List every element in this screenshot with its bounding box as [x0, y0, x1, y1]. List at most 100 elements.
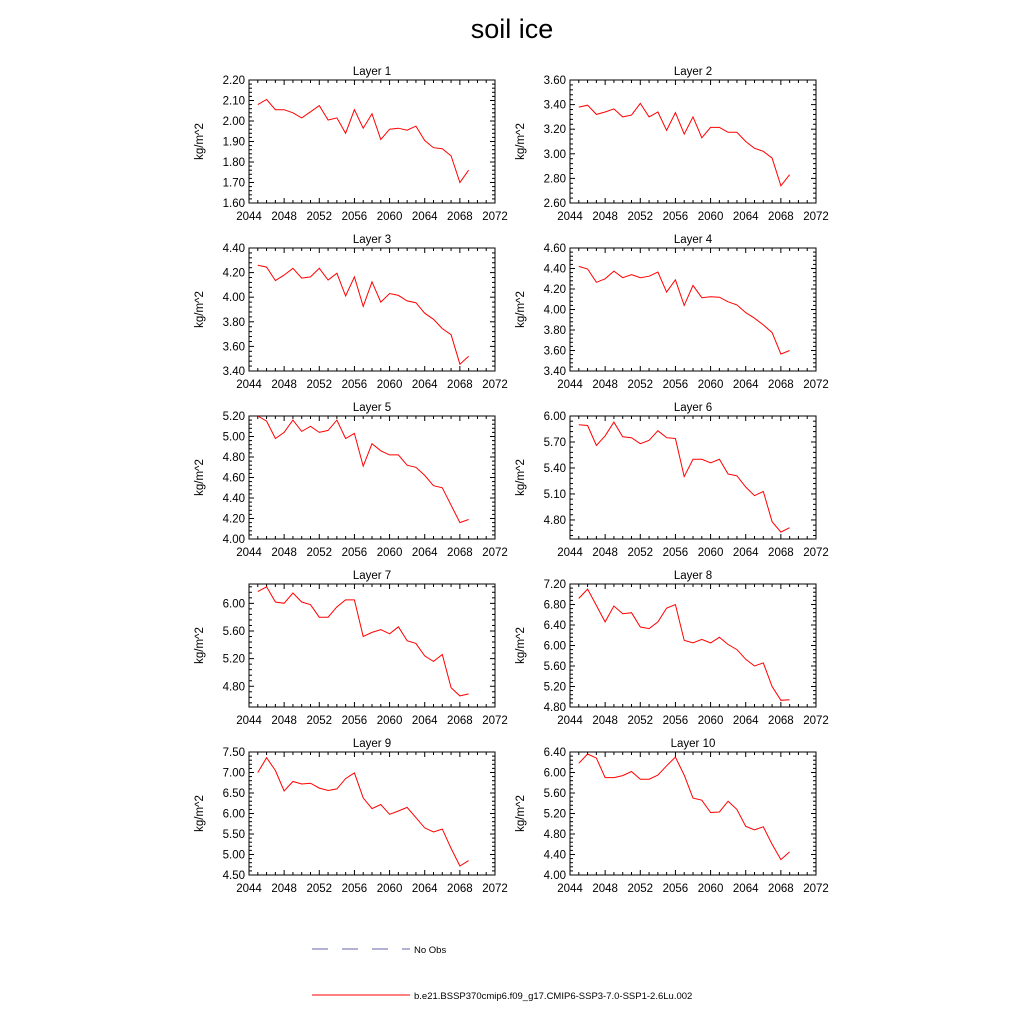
panel-9: Layer 9 kg/m^2 2044 2048 2052 2056 2060 2064 206…	[194, 738, 508, 895]
plot-frame	[248, 79, 496, 204]
y-tick-label: 3.20	[544, 124, 566, 136]
x-tick-label: 2064	[733, 211, 759, 223]
x-tick-label: 2068	[447, 547, 473, 559]
x-tick-label: 2060	[377, 715, 403, 727]
panel-title: Layer 4	[674, 234, 713, 246]
x-tick-label: 2048	[592, 547, 618, 559]
y-axis-label: kg/m^2	[194, 291, 206, 328]
series-line	[257, 756, 469, 867]
x-tick-label: 2072	[482, 883, 508, 895]
x-tick-label: 2060	[377, 379, 403, 391]
x-tick-label: 2056	[663, 883, 689, 895]
series-line	[257, 98, 470, 184]
y-axis-label: kg/m^2	[194, 459, 206, 496]
x-tick-label: 2064	[412, 883, 438, 895]
x-tick-label: 2064	[412, 715, 438, 727]
panel-5: Layer 5 kg/m^2 2044 2048 2052 2056 2060 2064 206…	[194, 402, 508, 559]
x-tick-label: 2072	[482, 547, 508, 559]
x-tick-label: 2068	[768, 715, 794, 727]
x-tick-label: 2068	[447, 211, 473, 223]
x-tick-label: 2044	[236, 379, 262, 391]
series-line	[257, 415, 469, 524]
panel-title: Layer 10	[671, 738, 716, 750]
plot-frame	[248, 751, 496, 876]
x-tick-label: 2048	[592, 379, 618, 391]
series-line	[578, 753, 790, 861]
x-tick-label: 2060	[698, 211, 724, 223]
x-tick-label: 2048	[592, 883, 618, 895]
y-tick-label: 6.80	[544, 600, 566, 612]
x-tick-label: 2056	[342, 715, 368, 727]
x-tick-label: 2056	[342, 211, 368, 223]
y-tick-label: 5.00	[223, 432, 245, 444]
legend-label-model: b.e21.BSSP370cmip6.f09_g17.CMIP6-SSP3-7.…	[414, 991, 692, 1002]
y-tick-label: 5.60	[223, 626, 245, 638]
page-title: soil ice	[470, 14, 554, 44]
panel-title: Layer 3	[353, 234, 391, 246]
y-tick-label: 4.00	[544, 305, 566, 317]
x-tick-label: 2056	[663, 715, 689, 727]
y-tick-label: 4.80	[544, 702, 566, 714]
y-tick-label: 3.40	[544, 100, 566, 112]
x-tick-label: 2072	[803, 547, 829, 559]
y-tick-label: 3.40	[544, 366, 566, 378]
x-tick-label: 2064	[733, 883, 759, 895]
y-tick-label: 4.80	[223, 452, 245, 464]
x-tick-label: 2068	[447, 379, 473, 391]
y-axis-label: kg/m^2	[515, 291, 527, 328]
x-tick-label: 2044	[557, 379, 583, 391]
x-tick-label: 2068	[768, 547, 794, 559]
series-line	[578, 265, 790, 355]
x-tick-label: 2072	[803, 211, 829, 223]
y-axis-label: kg/m^2	[515, 459, 527, 496]
panel-6: Layer 6 kg/m^2 2044 2048 2052 2056 2060 2064 206…	[515, 402, 829, 559]
y-axis-label: kg/m^2	[515, 627, 527, 664]
y-axis-label: kg/m^2	[515, 795, 527, 832]
y-tick-label: 1.60	[223, 198, 245, 210]
x-tick-label: 2072	[482, 715, 508, 727]
x-tick-label: 2060	[698, 883, 724, 895]
y-axis-label: kg/m^2	[194, 123, 206, 160]
x-tick-label: 2064	[412, 379, 438, 391]
plot-frame	[248, 247, 496, 372]
x-tick-label: 2056	[342, 547, 368, 559]
series-line	[578, 421, 790, 533]
x-tick-label: 2060	[698, 379, 724, 391]
panel-title: Layer 7	[353, 570, 391, 582]
x-tick-label: 2048	[271, 379, 297, 391]
panel-title: Layer 5	[353, 402, 391, 414]
y-tick-label: 6.00	[544, 768, 566, 780]
y-tick-label: 4.60	[223, 473, 245, 485]
x-tick-label: 2056	[342, 379, 368, 391]
y-tick-label: 4.00	[223, 534, 245, 546]
y-tick-label: 3.60	[223, 341, 245, 353]
y-tick-label: 5.20	[544, 682, 566, 694]
x-tick-label: 2064	[412, 211, 438, 223]
y-tick-label: 4.80	[544, 515, 566, 527]
y-tick-label: 5.00	[223, 850, 245, 862]
x-tick-label: 2056	[663, 379, 689, 391]
y-tick-label: 6.00	[544, 641, 566, 653]
panel-2: Layer 2 kg/m^2 2044 2048 2052 2056 2060 2064 206…	[515, 66, 829, 223]
y-tick-label: 4.20	[223, 514, 245, 526]
x-tick-label: 2060	[377, 211, 403, 223]
y-tick-label: 3.00	[544, 149, 566, 161]
panel-8: Layer 8 kg/m^2 2044 2048 2052 2056 2060 2064 206…	[515, 570, 829, 727]
x-tick-label: 2056	[663, 211, 689, 223]
x-tick-label: 2060	[377, 883, 403, 895]
x-tick-label: 2048	[592, 715, 618, 727]
x-tick-label: 2052	[627, 547, 653, 559]
x-tick-label: 2044	[236, 547, 262, 559]
panel-1: Layer 1 kg/m^2 2044 2048 2052 2056 2060 2064 206…	[194, 66, 508, 223]
y-tick-label: 6.40	[544, 620, 566, 632]
x-tick-label: 2044	[557, 883, 583, 895]
series-line	[257, 586, 469, 697]
x-tick-label: 2052	[306, 547, 332, 559]
series-line	[257, 264, 469, 366]
y-tick-label: 4.00	[544, 870, 566, 882]
x-tick-label: 2048	[271, 211, 297, 223]
x-tick-label: 2060	[698, 715, 724, 727]
y-tick-label: 4.80	[223, 681, 245, 693]
y-tick-label: 4.40	[223, 493, 245, 505]
x-tick-label: 2052	[306, 883, 332, 895]
